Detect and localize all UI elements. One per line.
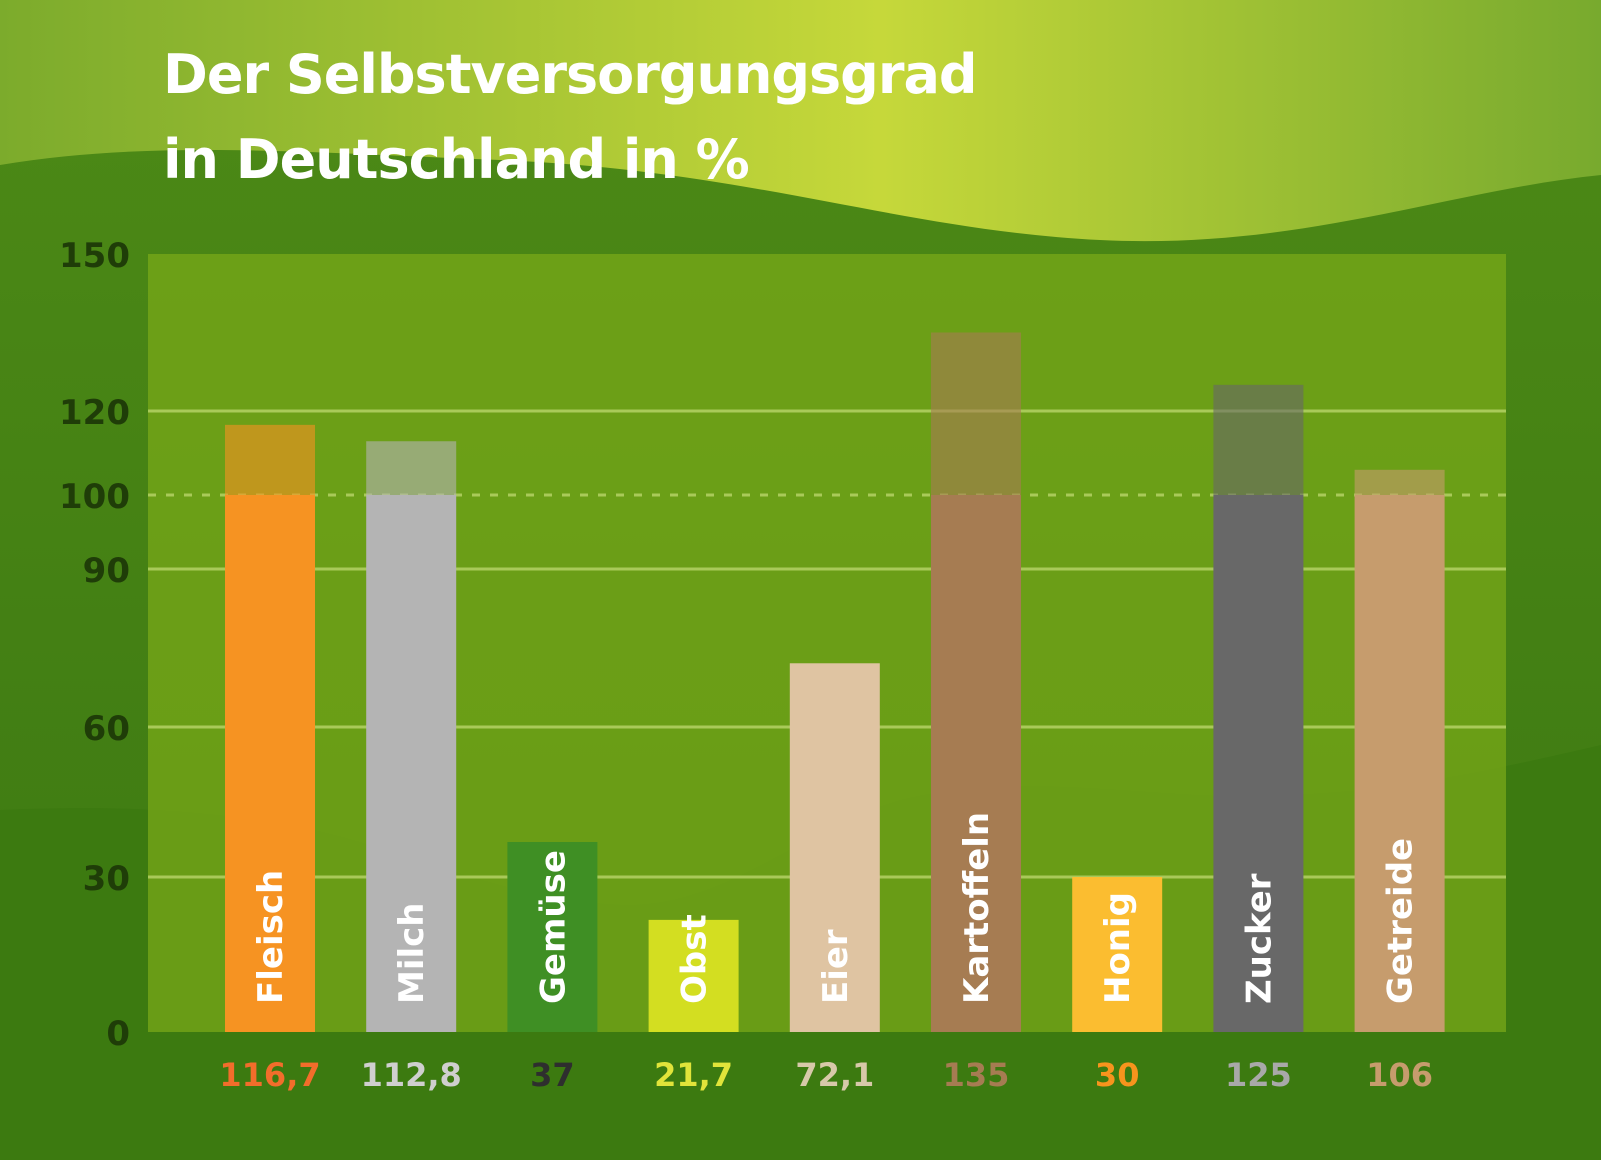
bar-surplus: [1213, 384, 1304, 495]
y-tick-label: 30: [83, 859, 130, 899]
category-label: Zucker: [1239, 873, 1279, 1004]
value-label: 112,8: [361, 1056, 462, 1094]
bar: [1354, 495, 1445, 1032]
chart-title-line-2: in Deutschland in %: [163, 128, 750, 191]
bar: [648, 919, 739, 1032]
category-labels: Fleisch Milch Gemüse Obst Eier Kartoffeln Honi…: [251, 812, 1421, 1004]
value-label: 116,7: [219, 1056, 320, 1094]
y-tick-label: 90: [83, 551, 130, 591]
bar: [507, 842, 598, 1032]
y-tick-label: 120: [59, 393, 130, 433]
chart-title-line-1: Der Selbstversorgungsgrad: [163, 43, 978, 106]
y-tick-label: 100: [59, 477, 130, 517]
value-label: 30: [1095, 1056, 1140, 1094]
value-labels: 116,7 112,8 37 21,7 72,1 135 30 125 106: [219, 1056, 1433, 1094]
y-axis-ticks: 0 30 60 90 100 120 150: [59, 236, 130, 1054]
category-label: Gemüse: [533, 850, 573, 1004]
value-label: 135: [943, 1056, 1010, 1094]
category-label: Getreide: [1381, 838, 1421, 1004]
value-label: 21,7: [654, 1056, 733, 1094]
y-tick-label: 0: [106, 1014, 130, 1054]
bar: [1213, 495, 1304, 1032]
value-label: 37: [530, 1056, 575, 1094]
bar: [225, 495, 315, 1032]
value-label: 125: [1225, 1056, 1292, 1094]
category-label: Fleisch: [251, 870, 291, 1004]
category-label: Honig: [1098, 892, 1138, 1004]
bar-surplus: [931, 332, 1021, 495]
value-label: 72,1: [795, 1056, 874, 1094]
bars: [225, 332, 1445, 1032]
category-label: Obst: [675, 914, 715, 1004]
bar: [931, 495, 1021, 1032]
y-tick-label: 150: [59, 236, 130, 276]
bar-surplus: [225, 424, 315, 495]
bar-surplus: [366, 441, 457, 495]
category-label: Eier: [816, 929, 856, 1004]
category-label: Milch: [392, 902, 432, 1004]
bar: [366, 495, 457, 1032]
value-label: 106: [1366, 1056, 1433, 1094]
y-tick-label: 60: [83, 709, 130, 749]
bar: [789, 663, 880, 1032]
bar-surplus: [1354, 469, 1445, 495]
bar: [1072, 877, 1163, 1032]
category-label: Kartoffeln: [957, 812, 997, 1004]
